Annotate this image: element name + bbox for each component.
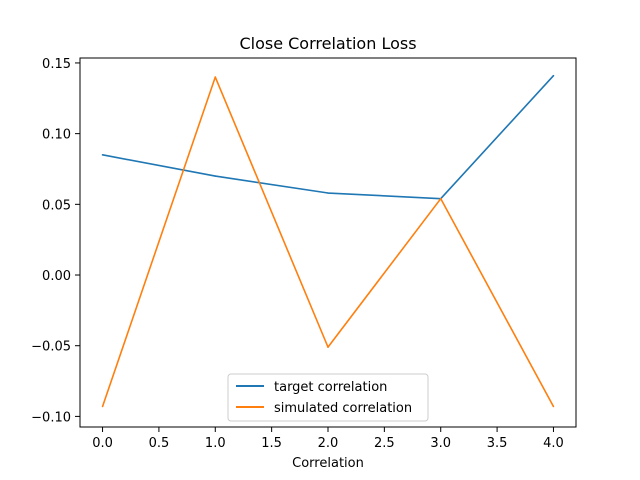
data-point-simulated-correlation (552, 405, 555, 408)
x-tick-label: 4.0 (543, 436, 564, 451)
x-tick-label: 3.5 (487, 436, 508, 451)
y-tick-label: 0.05 (42, 198, 71, 213)
legend: target correlation simulated correlation (227, 373, 429, 422)
x-tick-label: 3.0 (430, 436, 451, 451)
y-tick-label: −0.05 (31, 340, 71, 355)
data-point-simulated-correlation (101, 405, 104, 408)
series-line-target-correlation (102, 75, 555, 200)
legend-box (227, 373, 429, 422)
legend-label-target-correlation: target correlation (274, 380, 387, 395)
series-line-simulated-correlation (101, 76, 555, 407)
x-axis-ticks: 0.0 0.5 1.0 1.5 2.0 2.5 3.0 3.5 4.0 (92, 427, 564, 451)
x-axis-label: Correlation (292, 456, 364, 471)
legend-label-simulated-correlation: simulated correlation (274, 401, 412, 416)
x-tick-label: 1.0 (205, 436, 226, 451)
y-tick-label: 0.15 (42, 57, 71, 72)
chart-title: Close Correlation Loss (239, 34, 416, 53)
series-layer (101, 74, 555, 408)
y-axis-ticks: −0.10 −0.05 0.00 0.05 0.10 0.15 (31, 57, 80, 425)
data-point-target-correlation (552, 74, 555, 77)
data-point-target-correlation (327, 192, 329, 194)
axes-frame (79, 57, 577, 428)
data-point-target-correlation (214, 175, 217, 177)
y-tick-label: −0.10 (31, 410, 71, 425)
plot-area (79, 57, 577, 428)
x-tick-label: 0.5 (149, 436, 170, 451)
data-point-simulated-correlation (214, 76, 217, 78)
x-tick-label: 2.5 (374, 436, 395, 451)
x-tick-label: 0.0 (92, 436, 113, 451)
data-point-target-correlation (101, 154, 104, 156)
y-tick-label: 0.10 (42, 128, 71, 143)
x-tick-label: 1.5 (261, 436, 282, 451)
x-tick-label: 2.0 (318, 436, 339, 451)
y-tick-label: 0.00 (42, 269, 71, 284)
data-point-simulated-correlation (439, 197, 442, 200)
data-point-simulated-correlation (327, 346, 329, 348)
